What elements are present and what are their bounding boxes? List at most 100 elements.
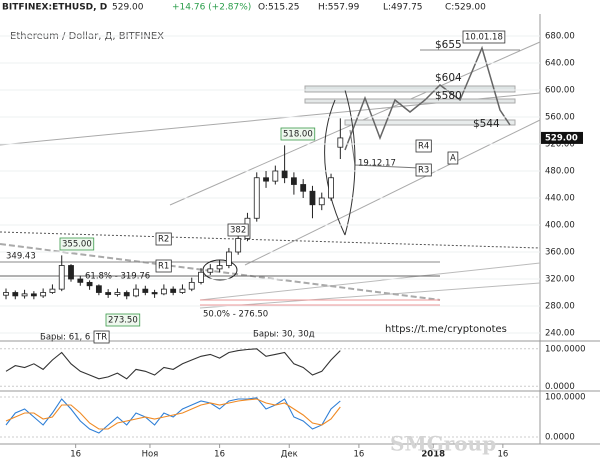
annotation: 50.0% - 276.50 [203, 310, 268, 320]
candle-body [216, 265, 223, 270]
candle-body [40, 292, 47, 297]
candle-body [318, 197, 325, 206]
candle-body [58, 265, 65, 290]
annotation: 273.50 [108, 316, 138, 326]
y-tick-label: 240.00 [545, 329, 575, 339]
annotation-box [93, 330, 110, 344]
candle-body [290, 177, 297, 185]
annotation: A [450, 154, 456, 164]
close: C:529.00 [445, 3, 486, 13]
annotation: 518.00 [283, 130, 313, 140]
indicator-line [5, 348, 341, 380]
y-tick-label: 100.0000 [545, 344, 586, 354]
price-tag [541, 131, 583, 144]
candle-body [160, 288, 167, 295]
candle-body [170, 288, 177, 293]
annotation: SMGroup [390, 432, 496, 456]
annotation: TR [95, 333, 107, 343]
candle-body [328, 177, 334, 199]
y-tick-label: 440.00 [545, 194, 575, 204]
annotation-box [155, 232, 172, 246]
annotation: R1 [158, 262, 169, 272]
x-tick-label: 16 [214, 450, 225, 460]
candle-body [188, 281, 195, 290]
low: L:497.75 [383, 3, 423, 13]
candle-body [272, 170, 279, 182]
candle-body [77, 278, 84, 283]
candle-body [12, 292, 19, 297]
indicator-line [5, 398, 341, 430]
high: H:557.99 [318, 3, 360, 13]
annotation: $580 [435, 90, 462, 102]
candle-body [142, 288, 149, 293]
x-tick-label: 16 [353, 450, 364, 460]
candle-body [198, 271, 204, 283]
annotation: https://t.me/cryptonotes [385, 324, 507, 335]
candle-body [49, 288, 56, 293]
candle-body [3, 292, 9, 296]
y-tick-label: 360.00 [545, 248, 575, 258]
change: +14.76 (+2.87%) [172, 3, 251, 13]
annotation: 10.01.18 [465, 33, 503, 43]
x-tick-label: 2018 [421, 450, 445, 460]
y-tick-label: 640.00 [545, 59, 575, 69]
y-tick-label: 400.00 [545, 221, 575, 231]
candle-body [300, 184, 307, 192]
x-tick-label: 16 [70, 450, 81, 460]
y-tick-label: 0.0000 [545, 382, 575, 392]
y-tick-label: 600.00 [545, 86, 575, 96]
annotation-box [415, 163, 432, 177]
annotation: $544 [473, 118, 500, 130]
candle-body [86, 281, 93, 287]
annotation-box [155, 259, 172, 273]
y-tick-label: 520.00 [545, 140, 575, 150]
candle-body [179, 288, 186, 293]
y-tick-label: 100.0000 [545, 393, 586, 403]
annotation: Бары: 30, 30д [253, 330, 315, 340]
candle-body [207, 268, 214, 273]
candle-body [123, 292, 130, 297]
open: O:515.25 [258, 3, 299, 13]
ticker: BITFINEX:ETHUSD, D [2, 3, 107, 13]
annotation-box [227, 223, 249, 237]
annotation: 355.00 [62, 240, 92, 250]
annotation: R4 [418, 142, 429, 152]
y-tick-label: 320.00 [545, 275, 575, 285]
annotation-box [105, 313, 141, 327]
candle-body [235, 238, 242, 253]
candle-body [133, 288, 139, 297]
candle-body [95, 285, 102, 293]
annotation: 61.8% - 319.76 [85, 272, 150, 282]
annotation: $604 [435, 72, 462, 84]
x-tick-label: Дек [281, 450, 298, 460]
candle-body [105, 292, 112, 295]
annotation: R3 [418, 166, 429, 176]
last-price: 529.00 [112, 3, 144, 13]
y-tick-label: 480.00 [545, 167, 575, 177]
y-tick-label: 0.0000 [545, 433, 575, 443]
candle-body [151, 292, 158, 295]
candle-body [225, 251, 232, 266]
indicator-line [5, 397, 341, 434]
x-tick-label: Ноя [142, 450, 159, 460]
annotation-box [59, 237, 95, 251]
annotation: $655 [435, 39, 462, 51]
price-tag-label: 529.00 [545, 133, 578, 143]
annotation: R2 [158, 235, 169, 245]
candle-body [337, 137, 344, 148]
y-tick-label: 680.00 [545, 32, 575, 42]
y-tick-label: 560.00 [545, 113, 575, 123]
annotation: 19.12.17 [358, 159, 396, 169]
candle-body [30, 293, 37, 297]
candle-body [68, 265, 74, 280]
annotation: Бары: 61, 6 [40, 333, 90, 343]
annotation-box [447, 151, 459, 165]
candle-body [263, 177, 269, 182]
candle-body [281, 170, 288, 179]
annotation-box [280, 127, 316, 141]
annotation-box [462, 30, 506, 44]
candle-body [114, 292, 121, 295]
annotation: 382 [230, 226, 246, 236]
